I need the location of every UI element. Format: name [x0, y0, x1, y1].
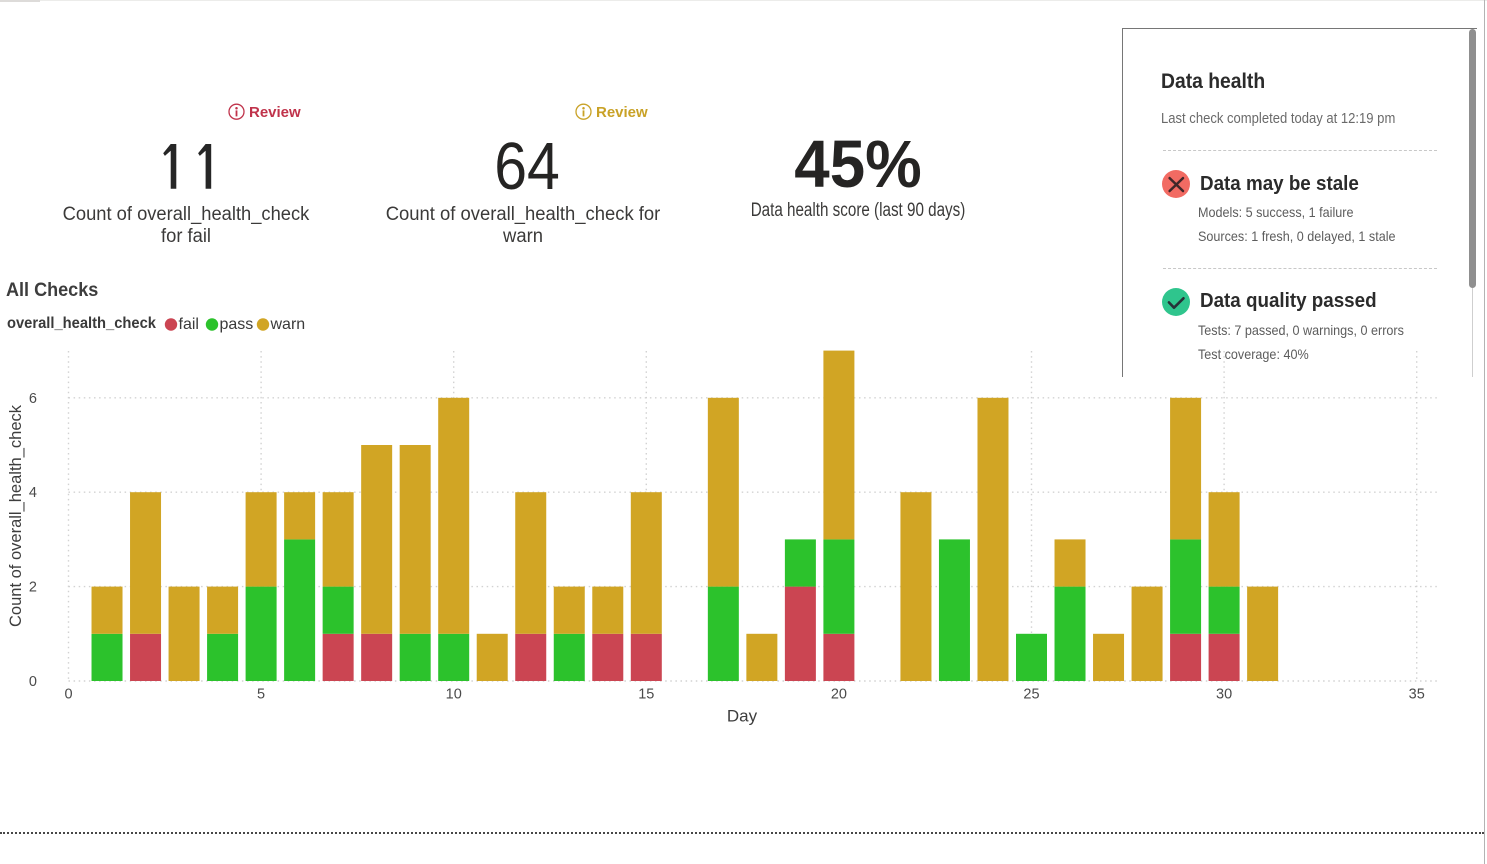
svg-text:30: 30: [1216, 687, 1232, 703]
svg-text:6: 6: [29, 391, 37, 407]
svg-text:20: 20: [831, 687, 847, 703]
svg-text:0: 0: [64, 687, 72, 703]
svg-text:25: 25: [1023, 687, 1039, 703]
svg-text:10: 10: [446, 687, 462, 703]
svg-text:2: 2: [29, 580, 37, 596]
svg-text:4: 4: [29, 485, 37, 501]
svg-text:5: 5: [257, 687, 265, 703]
svg-text:0: 0: [29, 674, 37, 690]
svg-text:Day: Day: [727, 707, 758, 726]
svg-text:15: 15: [638, 687, 654, 703]
svg-text:Count of overall_health_check: Count of overall_health_check: [7, 404, 25, 627]
svg-text:35: 35: [1409, 687, 1425, 703]
